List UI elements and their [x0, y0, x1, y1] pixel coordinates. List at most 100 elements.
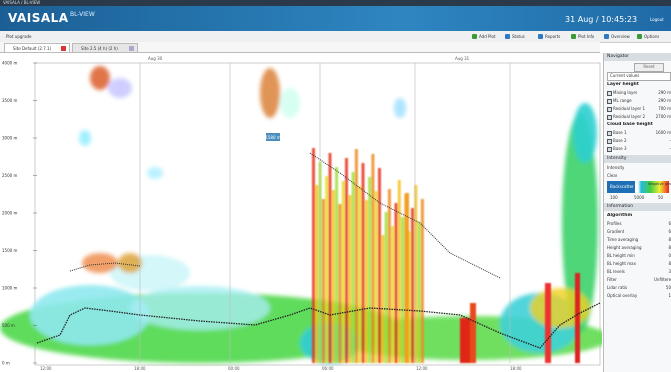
- toolbar-icon: [637, 34, 642, 39]
- backscatter-column: [365, 200, 368, 363]
- row-label: Filter: [607, 277, 617, 282]
- row-value: 6: [654, 221, 671, 226]
- row-value: 3: [654, 269, 671, 274]
- x-axis-label: 18:00: [134, 366, 146, 371]
- backscatter-region: [30, 285, 150, 345]
- row-value: 1: [654, 293, 671, 298]
- toolbar-icon: [538, 34, 543, 39]
- checkbox[interactable]: [607, 131, 612, 136]
- row-value: -: [654, 138, 671, 143]
- backscatter-column: [329, 153, 332, 363]
- tab-close[interactable]: [129, 46, 134, 51]
- backscatter-column: [575, 273, 580, 363]
- checkbox[interactable]: [607, 139, 612, 144]
- y-axis-label: 0 m: [2, 361, 10, 366]
- toolbar-button[interactable]: Status: [512, 34, 525, 39]
- backscatter-column: [545, 283, 551, 363]
- y-axis-label: 3500 m: [2, 98, 17, 103]
- toolbar-button[interactable]: Plot Info: [578, 34, 594, 39]
- toolbar-icon: [571, 34, 576, 39]
- backscatter-region: [82, 253, 118, 273]
- backscatter-column: [362, 163, 365, 363]
- backscatter-column: [348, 195, 351, 363]
- backscatter-region: [147, 167, 163, 179]
- y-axis-label: 2500 m: [2, 173, 17, 178]
- date-marker: Aug 30: [148, 56, 163, 61]
- current-values-button[interactable]: Current values: [607, 72, 671, 81]
- backscatter-column: [355, 149, 358, 363]
- tab-bar: Site Default (2.7.1) Site 2.5 (4 h) (2 h): [0, 42, 600, 53]
- checkbox[interactable]: [607, 99, 612, 104]
- colorbar-tick: 50: [658, 195, 663, 200]
- row-label: Base 3: [613, 146, 627, 151]
- panel-header[interactable]: Navigator: [604, 53, 671, 61]
- backscatter-column: [395, 203, 398, 363]
- backscatter-column: [391, 226, 394, 363]
- row-label: Base 1: [613, 130, 627, 135]
- logout[interactable]: Logout: [650, 17, 664, 22]
- row-label: Residual layer 1: [613, 106, 645, 111]
- checkbox[interactable]: [607, 147, 612, 152]
- backscatter-column: [411, 208, 414, 363]
- row-label: Intensity: [607, 165, 624, 170]
- backscatter-column: [371, 154, 374, 363]
- backscatter-region: [260, 68, 280, 118]
- backscatter-column: [325, 176, 328, 363]
- toolbar-button[interactable]: Add Plot: [479, 34, 496, 39]
- row-label: Base 2: [613, 138, 627, 143]
- backscatter-column: [335, 167, 338, 363]
- checkbox[interactable]: [607, 107, 612, 112]
- brand: VAISALA: [8, 11, 69, 25]
- backscatter-region: [108, 78, 132, 98]
- tab-close[interactable]: [61, 46, 66, 51]
- row-value: 290 m: [654, 98, 671, 103]
- row-label: Clear: [607, 173, 617, 178]
- toolbar-button[interactable]: Overview: [611, 34, 630, 39]
- toolbar-left[interactable]: Plot upgrade: [6, 34, 32, 39]
- reset-button[interactable]: Reset: [634, 63, 664, 72]
- row-label: Profiles: [607, 221, 622, 226]
- row-label: BL height max: [607, 261, 636, 266]
- colorbar-left: Backscatter: [610, 184, 634, 189]
- x-axis-label: 06:00: [322, 366, 334, 371]
- tab[interactable]: Site Default (2.7.1): [4, 43, 70, 53]
- backscatter-column: [358, 186, 361, 363]
- backscatter-column: [378, 168, 381, 363]
- backscatter-column: [381, 235, 384, 363]
- backscatter-column: [405, 193, 409, 363]
- tab-label: Site 2.5 (4 h) (2 h): [81, 46, 118, 51]
- y-axis-label: 1500 m: [2, 248, 17, 253]
- date-marker: Aug 31: [455, 56, 470, 61]
- header-bar: VAISALA BL-VIEW 31 Aug / 10:45:23 Logout: [0, 6, 671, 31]
- row-value: -: [654, 146, 671, 151]
- backscatter-column: [332, 190, 335, 363]
- checkbox[interactable]: [607, 91, 612, 96]
- backscatter-column: [375, 191, 378, 363]
- row-value: 1600 m: [654, 130, 671, 135]
- section-title: Cloud base height: [607, 122, 653, 127]
- toolbar-button[interactable]: Options: [644, 34, 659, 39]
- y-axis-label: 3000 m: [2, 136, 17, 141]
- x-axis-label: 12:00: [416, 366, 428, 371]
- row-value: 8: [654, 261, 671, 266]
- x-axis-label: 18:00: [510, 366, 522, 371]
- row-label: Mixing layer: [613, 90, 637, 95]
- toolbar-icon: [505, 34, 510, 39]
- tab[interactable]: Site 2.5 (4 h) (2 h): [72, 43, 138, 53]
- panel-header[interactable]: Intensity: [604, 155, 671, 163]
- backscatter-column: [421, 199, 424, 363]
- y-axis-label: 500 m: [2, 323, 15, 328]
- row-label: Lidar ratio: [607, 285, 627, 290]
- row-value: 8: [654, 245, 671, 250]
- backscatter-column: [315, 185, 318, 363]
- checkbox[interactable]: [607, 115, 612, 120]
- clock: 31 Aug / 10:45:23: [565, 15, 637, 24]
- backscatter-column: [322, 199, 325, 363]
- backscatter-region: [118, 253, 142, 273]
- toolbar-button[interactable]: Reports: [545, 34, 560, 39]
- x-axis-label: 12:00: [40, 366, 52, 371]
- backscatter-column: [401, 217, 404, 363]
- panel-header[interactable]: Information: [604, 203, 671, 211]
